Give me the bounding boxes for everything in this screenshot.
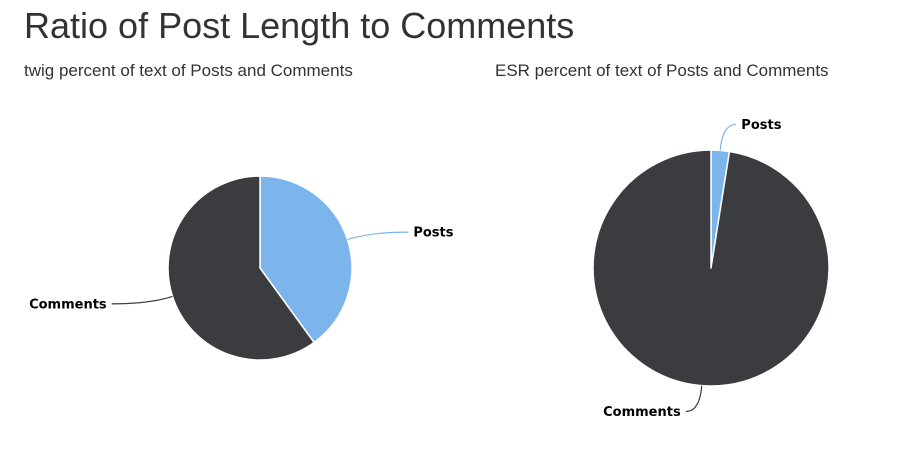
pie-slice-esr-comments[interactable]	[592, 149, 830, 387]
page-title: Ratio of Post Length to Comments	[24, 5, 575, 46]
connector-line-twig-posts	[347, 231, 409, 241]
pie-label-twig-comments: Comments	[29, 297, 107, 312]
chart-title-esr: ESR percent of text of Posts and Comment…	[495, 61, 829, 80]
pie-label-esr-comments: Comments	[603, 405, 681, 420]
connector-line-twig-comments	[111, 295, 173, 305]
pie-slice-twig-comments[interactable]	[167, 175, 315, 361]
pie-slice-twig-posts[interactable]	[259, 175, 353, 344]
chart-title-twig: twig percent of text of Posts and Commen…	[24, 61, 353, 80]
pie-label-twig-posts: Posts	[413, 226, 453, 241]
pie-chart-twig: Posts Comments	[29, 175, 454, 361]
pie-label-esr-posts: Posts	[741, 118, 781, 133]
pie-chart-esr: Posts Comments	[592, 118, 830, 420]
connector-line-esr-comments	[685, 385, 703, 413]
connector-line-esr-posts	[719, 123, 737, 151]
